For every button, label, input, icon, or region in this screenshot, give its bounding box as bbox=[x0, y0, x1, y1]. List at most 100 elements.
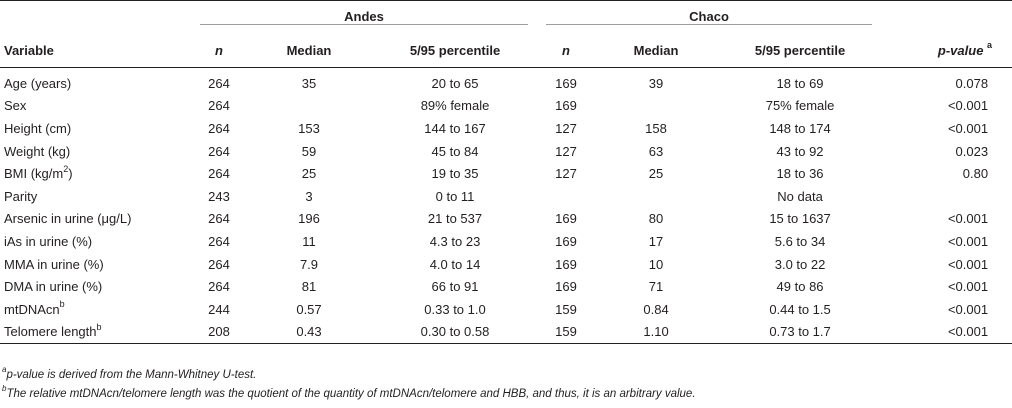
footnote-b: bThe relative mtDNAcn/telomere length wa… bbox=[2, 384, 696, 400]
cell-median-andes: 25 bbox=[301, 166, 317, 182]
table-row: Arsenic in urine (μg/L) 264 196 21 to 537 16… bbox=[0, 208, 1012, 231]
variable-superscript: b bbox=[59, 299, 65, 310]
table-row: Height (cm) 264 153 144 to 167 127 158 148 to … bbox=[0, 117, 1012, 140]
cell-percentile-chaco: 18 to 69 bbox=[776, 75, 824, 91]
cell-variable: MMA in urine (%) bbox=[0, 253, 192, 276]
cell-pvalue: 0.023 bbox=[955, 143, 989, 159]
cell-pvalue: <0.001 bbox=[947, 120, 989, 136]
cell-pvalue bbox=[882, 185, 1012, 208]
cell-median-andes: 11 bbox=[302, 233, 316, 249]
table-row: Weight (kg) 264 59 45 to 84 127 63 43 to 92 0.0… bbox=[0, 140, 1012, 163]
cell-pvalue: <0.001 bbox=[947, 98, 989, 114]
cell-pvalue: <0.001 bbox=[882, 320, 1012, 345]
cell-median-andes bbox=[246, 95, 372, 118]
cell-median-chaco: 63 bbox=[648, 143, 664, 159]
cell-percentile-chaco: 49 to 86 bbox=[776, 279, 824, 295]
group-spacer bbox=[882, 1, 1012, 34]
variable-suffix: ) bbox=[68, 166, 73, 182]
header-median-andes: Median bbox=[286, 42, 332, 58]
table-row: mtDNAcnb 244 0.57 0.33 to 1.0 159 0.84 0.44 to… bbox=[0, 298, 1012, 321]
cell-percentile-andes: 21 to 537 bbox=[427, 211, 483, 227]
cell-variable: BMI (kg/m2) bbox=[0, 162, 192, 185]
variable-label: Height (cm) bbox=[4, 120, 72, 136]
header-n-chaco: n bbox=[562, 42, 570, 58]
table-row: Telomere lengthb 208 0.43 0.30 to 0.58 159 1.… bbox=[0, 320, 1012, 345]
variable-superscript: b bbox=[96, 322, 102, 332]
cell-percentile-chaco: 0.44 to 1.5 bbox=[769, 301, 831, 317]
cell-percentile-andes: 89% female bbox=[420, 98, 490, 114]
table-body: Age (years) 264 35 20 to 65 169 39 18 to 69 0.0… bbox=[0, 68, 1012, 345]
cell-n-andes: 264 bbox=[208, 256, 230, 272]
variable-label: BMI (kg/m bbox=[4, 166, 64, 182]
header-n-andes: n bbox=[215, 42, 223, 58]
table-row: Parity 243 3 0 to 11 No data bbox=[0, 185, 1012, 208]
cell-n-andes: 243 bbox=[208, 188, 230, 204]
cell-percentile-andes: 4.3 to 23 bbox=[429, 233, 481, 249]
cell-median-andes: 0.43 bbox=[246, 320, 372, 345]
cell-variable: Arsenic in urine (μg/L) bbox=[0, 208, 192, 231]
cell-median-chaco: 71 bbox=[648, 279, 664, 295]
group-andes: Andes bbox=[192, 1, 538, 34]
cell-percentile-andes: 45 to 84 bbox=[431, 143, 479, 159]
cell-median-chaco bbox=[594, 95, 718, 118]
variable-label: Parity bbox=[4, 188, 38, 204]
cell-variable: Parity bbox=[0, 185, 192, 208]
cell-n-andes: 264 bbox=[208, 211, 230, 227]
cell-median-chaco: 1.10 bbox=[594, 320, 719, 345]
variable-superscript: 2 bbox=[63, 163, 69, 174]
cell-n-andes: 264 bbox=[208, 143, 230, 159]
variable-label: Arsenic in urine (μg/L) bbox=[4, 211, 132, 227]
cell-n-chaco bbox=[538, 185, 594, 208]
cell-variable: mtDNAcnb bbox=[0, 298, 192, 321]
cell-pvalue: <0.001 bbox=[947, 279, 989, 295]
table-row: Age (years) 264 35 20 to 65 169 39 18 to 69 0.0… bbox=[0, 68, 1012, 95]
cell-percentile-chaco: 148 to 174 bbox=[769, 120, 831, 136]
cell-percentile-andes: 0.33 to 1.0 bbox=[424, 301, 486, 317]
cell-n-chaco: 159 bbox=[555, 301, 577, 317]
cell-n-chaco: 169 bbox=[555, 98, 577, 114]
cell-n-andes: 264 bbox=[208, 279, 230, 295]
cell-n-chaco: 169 bbox=[555, 256, 577, 272]
cell-n-chaco: 169 bbox=[555, 279, 577, 295]
cell-percentile-chaco: 15 to 1637 bbox=[769, 211, 831, 227]
cell-n-chaco: 169 bbox=[555, 75, 577, 91]
cell-variable: DMA in urine (%) bbox=[0, 275, 192, 298]
cell-percentile-chaco: No data bbox=[777, 188, 823, 204]
header-median-chaco: Median bbox=[633, 42, 679, 58]
cell-n-chaco: 127 bbox=[555, 143, 577, 159]
cell-median-chaco: 17 bbox=[648, 233, 664, 249]
variable-label: iAs in urine (%) bbox=[4, 233, 93, 249]
cell-variable: Weight (kg) bbox=[0, 140, 192, 163]
cell-pvalue: <0.001 bbox=[947, 233, 989, 249]
cell-median-andes: 35 bbox=[301, 75, 317, 91]
variable-label: Telomere length bbox=[4, 324, 97, 340]
cell-percentile-andes: 66 to 91 bbox=[431, 279, 479, 295]
cell-pvalue: <0.001 bbox=[947, 256, 989, 272]
header-variable: Variable bbox=[4, 42, 54, 58]
cell-n-andes: 264 bbox=[208, 75, 230, 91]
variable-label: Weight (kg) bbox=[4, 143, 71, 159]
cell-percentile-chaco: 3.0 to 22 bbox=[774, 256, 826, 272]
cell-percentile-andes: 144 to 167 bbox=[424, 120, 486, 136]
cell-n-andes: 264 bbox=[208, 98, 230, 114]
cell-n-andes: 264 bbox=[208, 120, 230, 136]
results-table: Andes Chaco Variable n Median 5/95 perce… bbox=[0, 0, 1012, 345]
cell-median-chaco: 80 bbox=[648, 211, 664, 227]
variable-label: mtDNAcn bbox=[4, 301, 60, 317]
table-row: MMA in urine (%) 264 7.9 4.0 to 14 169 10 3.0 … bbox=[0, 253, 1012, 276]
cell-n-chaco: 127 bbox=[555, 120, 577, 136]
cell-variable: Telomere lengthb bbox=[0, 320, 192, 345]
table-row: Sex 264 89% female 169 75% female <0.001 bbox=[0, 95, 1012, 118]
cell-percentile-andes: 20 to 65 bbox=[431, 75, 479, 91]
header-pvalue-label: p-value bbox=[937, 42, 984, 58]
cell-pvalue: 0.078 bbox=[955, 75, 989, 91]
group-spacer bbox=[0, 1, 192, 34]
cell-n-andes: 244 bbox=[208, 301, 230, 317]
column-header-row: Variable n Median 5/95 percentile n Medi… bbox=[0, 33, 1012, 68]
cell-median-chaco: 25 bbox=[648, 166, 664, 182]
cell-percentile-chaco: 5.6 to 34 bbox=[774, 233, 826, 249]
cell-percentile-andes: 0 to 11 bbox=[435, 188, 475, 204]
cell-median-chaco bbox=[594, 185, 718, 208]
cell-n-andes: 208 bbox=[192, 320, 246, 345]
